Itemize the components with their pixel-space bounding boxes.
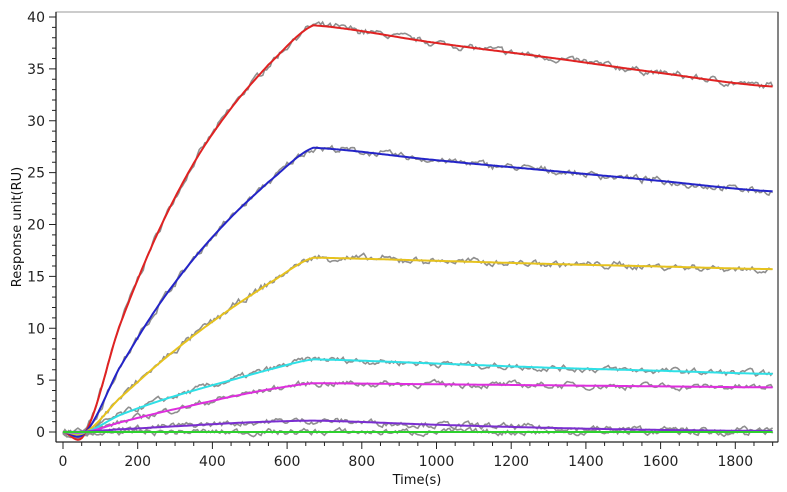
fit-curves <box>62 24 773 441</box>
fit-red-line <box>62 24 773 441</box>
y-tick-label: 20 <box>27 218 45 234</box>
y-axis-label: Response unit(RU) <box>10 167 25 287</box>
y-tick-label: 10 <box>27 321 45 337</box>
fit-magenta-line <box>63 382 773 434</box>
y-tick-label: 25 <box>27 166 45 182</box>
y-tick-label: 5 <box>36 373 45 389</box>
x-tick-label: 1400 <box>568 454 604 470</box>
x-tick-label: 0 <box>59 454 68 470</box>
y-tick-label: 40 <box>27 10 45 26</box>
x-tick-label: 800 <box>348 454 375 470</box>
fit-blue-line <box>62 146 773 438</box>
x-tick-label: 1600 <box>643 454 679 470</box>
fit-purple-line <box>63 419 773 433</box>
fit-cyan-line <box>62 358 773 435</box>
y-tick-label: 30 <box>27 114 45 130</box>
x-tick-label: 1200 <box>493 454 529 470</box>
y-tick-label: 15 <box>27 269 45 285</box>
x-tick-label: 400 <box>199 454 226 470</box>
y-tick-label: 0 <box>36 425 45 441</box>
x-tick-label: 600 <box>274 454 301 470</box>
y-tick-label: 35 <box>27 62 45 78</box>
axis-ticks: 0 200 400 600 800 1000 1200 1400 1600 1800 0 5 10 15 2… <box>27 10 774 470</box>
x-tick-label: 200 <box>124 454 151 470</box>
x-axis-label: Time(s) <box>392 473 442 488</box>
plot-frame <box>55 11 779 443</box>
x-tick-label: 1800 <box>717 454 753 470</box>
fit-yellow-line <box>62 256 773 436</box>
x-tick-label: 1000 <box>419 454 455 470</box>
